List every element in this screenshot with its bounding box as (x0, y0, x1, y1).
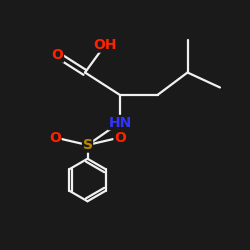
Text: HN: HN (108, 116, 132, 130)
Text: OH: OH (93, 38, 117, 52)
Text: S: S (82, 138, 92, 152)
Text: O: O (114, 130, 126, 144)
Text: O: O (49, 130, 61, 144)
Text: O: O (52, 48, 64, 62)
